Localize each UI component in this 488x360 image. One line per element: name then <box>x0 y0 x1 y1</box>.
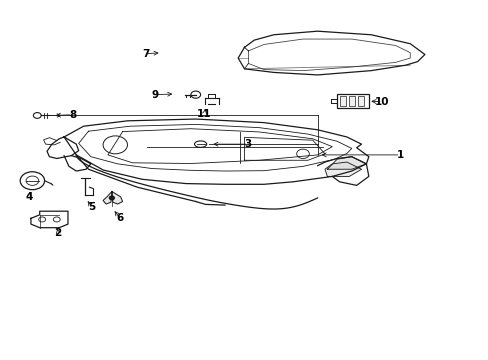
Polygon shape <box>112 192 122 204</box>
FancyBboxPatch shape <box>348 96 354 106</box>
Text: 10: 10 <box>374 97 389 107</box>
Text: 2: 2 <box>55 228 61 238</box>
Text: 6: 6 <box>116 213 123 223</box>
Polygon shape <box>327 157 366 169</box>
Text: 8: 8 <box>69 110 76 120</box>
Polygon shape <box>103 192 112 204</box>
FancyBboxPatch shape <box>339 96 345 106</box>
FancyBboxPatch shape <box>336 94 368 108</box>
Text: 3: 3 <box>244 139 251 149</box>
Text: 4: 4 <box>25 192 33 202</box>
Circle shape <box>109 196 114 200</box>
Text: 11: 11 <box>197 109 211 119</box>
Text: 9: 9 <box>151 90 159 100</box>
Text: 1: 1 <box>396 150 404 160</box>
Polygon shape <box>325 162 361 176</box>
Text: 7: 7 <box>142 49 149 59</box>
Text: 5: 5 <box>88 202 95 212</box>
FancyBboxPatch shape <box>357 96 364 106</box>
